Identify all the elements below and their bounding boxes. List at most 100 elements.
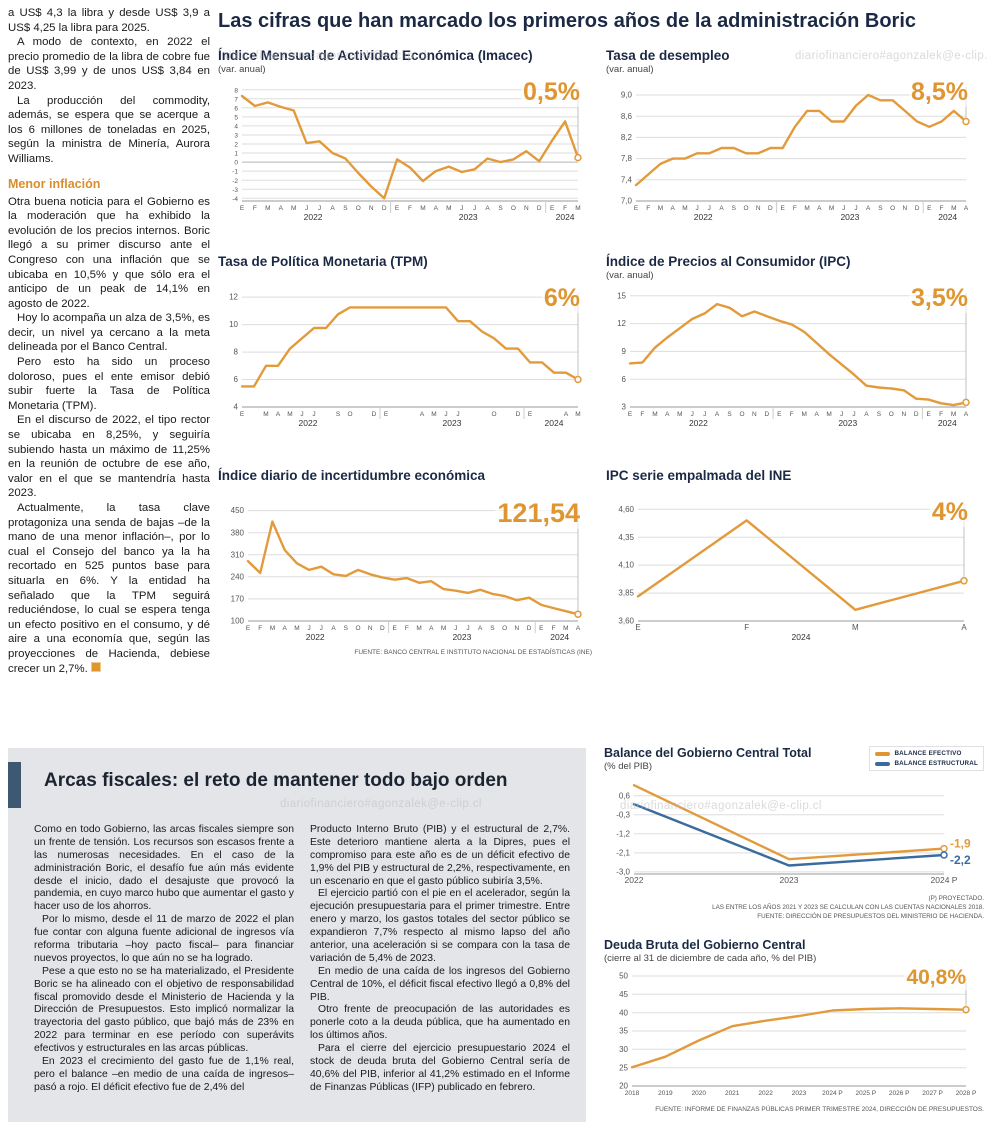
svg-text:O: O — [743, 205, 748, 212]
svg-text:A: A — [276, 411, 281, 418]
svg-text:M: M — [801, 411, 806, 418]
svg-text:D: D — [915, 205, 920, 212]
svg-text:A: A — [864, 411, 869, 418]
svg-text:0: 0 — [234, 160, 238, 167]
svg-text:E: E — [246, 625, 251, 632]
svg-text:E: E — [384, 411, 389, 418]
svg-text:E: E — [635, 623, 640, 632]
svg-text:6: 6 — [234, 105, 238, 112]
svg-text:D: D — [914, 411, 919, 418]
svg-text:0,6: 0,6 — [619, 791, 631, 800]
svg-text:A: A — [485, 205, 490, 212]
svg-text:J: J — [840, 411, 843, 418]
latest-value-label: 0,5% — [521, 78, 582, 107]
svg-text:F: F — [405, 625, 409, 632]
svg-text:A: A — [815, 411, 820, 418]
svg-text:-1,2: -1,2 — [616, 829, 630, 838]
svg-text:A: A — [283, 625, 288, 632]
chart-subtitle: (var. anual) — [606, 64, 654, 75]
latest-value-label: 8,5% — [909, 78, 970, 107]
svg-text:N: N — [903, 205, 908, 212]
svg-text:2026 P: 2026 P — [889, 1090, 910, 1097]
svg-text:D: D — [380, 625, 385, 632]
svg-text:2024: 2024 — [938, 212, 957, 222]
svg-text:E: E — [550, 205, 555, 212]
svg-text:M: M — [270, 625, 275, 632]
svg-text:2023: 2023 — [443, 418, 462, 428]
paragraph: En medio de una caída de los ingresos de… — [310, 965, 570, 1003]
svg-text:2024: 2024 — [550, 632, 569, 642]
svg-text:2024: 2024 — [545, 418, 564, 428]
ipc-empalmada-plot: 4,60 4,35 4,10 3,85 3,60 E F M A 2024 — [606, 497, 980, 647]
svg-text:A: A — [429, 625, 434, 632]
fiscal-heading: Arcas fiscales: el reto de mantener todo… — [44, 770, 508, 791]
svg-text:O: O — [511, 205, 516, 212]
fiscal-column-2: Producto Interno Bruto (PIB) y el estruc… — [310, 824, 570, 1095]
svg-text:3: 3 — [622, 403, 627, 412]
svg-text:-2,2: -2,2 — [950, 853, 971, 867]
svg-text:M: M — [951, 205, 956, 212]
svg-text:4,35: 4,35 — [618, 533, 634, 542]
svg-text:9,0: 9,0 — [621, 91, 633, 100]
svg-text:8: 8 — [234, 87, 238, 94]
svg-text:A: A — [866, 205, 871, 212]
chart-ipc-empalmada: IPC serie empalmada del INE 4,60 4,35 4,10… — [606, 468, 980, 647]
svg-text:D: D — [382, 205, 387, 212]
svg-text:S: S — [877, 411, 882, 418]
svg-text:J: J — [854, 205, 857, 212]
svg-text:35: 35 — [619, 1027, 628, 1036]
svg-text:2023: 2023 — [780, 875, 799, 885]
svg-text:M: M — [826, 411, 831, 418]
paragraph: a US$ 4,3 la libra y desde US$ 3,9 a US$… — [8, 7, 210, 34]
svg-text:S: S — [878, 205, 883, 212]
paragraph: Otro frente de preocupación de las autor… — [310, 1004, 570, 1042]
svg-text:J: J — [312, 411, 315, 418]
svg-text:7,8: 7,8 — [621, 154, 633, 163]
latest-value-label: 3,5% — [909, 284, 970, 313]
svg-text:J: J — [444, 411, 447, 418]
svg-text:F: F — [744, 623, 749, 632]
chart-tpm: Tasa de Política Monetaria (TPM) 12 10 8 6 4… — [218, 254, 592, 433]
chart-subtitle: (var. anual) — [606, 270, 654, 281]
svg-text:F: F — [253, 205, 257, 212]
desempleo-plot: 9,0 8,6 8,2 7,8 7,4 7,0 E F M A M J J A S O N D E F M A M J J A S O… — [606, 77, 980, 227]
svg-text:M: M — [294, 625, 299, 632]
svg-text:7,4: 7,4 — [621, 175, 633, 184]
chart-title: Índice Mensual de Actividad Económica (I… — [218, 48, 533, 63]
svg-text:M: M — [951, 411, 956, 418]
svg-text:N: N — [368, 625, 373, 632]
svg-text:4,60: 4,60 — [618, 505, 634, 514]
svg-text:170: 170 — [231, 595, 245, 604]
svg-text:E: E — [777, 411, 782, 418]
page-title: Las cifras que han marcado los primeros … — [218, 10, 916, 32]
svg-text:J: J — [708, 205, 711, 212]
svg-text:E: E — [927, 205, 932, 212]
fiscal-text-columns: Como en todo Gobierno, las arcas fiscale… — [34, 824, 570, 1095]
chart-subtitle — [606, 484, 980, 497]
svg-text:F: F — [552, 625, 556, 632]
svg-text:2019: 2019 — [658, 1090, 673, 1097]
svg-text:M: M — [575, 205, 580, 212]
svg-text:2023: 2023 — [452, 632, 471, 642]
chart-imacec: Índice Mensual de Actividad Económica (I… — [218, 48, 592, 227]
svg-text:3: 3 — [234, 133, 238, 140]
svg-text:F: F — [408, 205, 412, 212]
svg-text:E: E — [628, 411, 633, 418]
svg-text:N: N — [369, 205, 374, 212]
svg-text:M: M — [431, 411, 436, 418]
note: (P) PROYECTADO. — [928, 895, 984, 902]
svg-text:380: 380 — [231, 528, 245, 537]
svg-text:15: 15 — [617, 291, 626, 300]
svg-text:2024: 2024 — [556, 212, 575, 222]
svg-text:S: S — [498, 205, 503, 212]
legend-item-efectivo: BALANCE EFECTIVO — [875, 750, 978, 757]
svg-text:2023: 2023 — [840, 212, 859, 222]
svg-text:S: S — [727, 411, 732, 418]
svg-text:2024 P: 2024 P — [822, 1090, 843, 1097]
svg-text:D: D — [768, 205, 773, 212]
svg-text:D: D — [537, 205, 542, 212]
deuda-plot: 50 45 40 35 30 25 20 2018 2019 2020 2021 2022 2023 20… — [604, 966, 984, 1104]
svg-text:O: O — [491, 411, 496, 418]
paragraph: En 2023 el crecimiento del gasto fue de … — [34, 1056, 294, 1093]
svg-text:8: 8 — [234, 348, 239, 357]
